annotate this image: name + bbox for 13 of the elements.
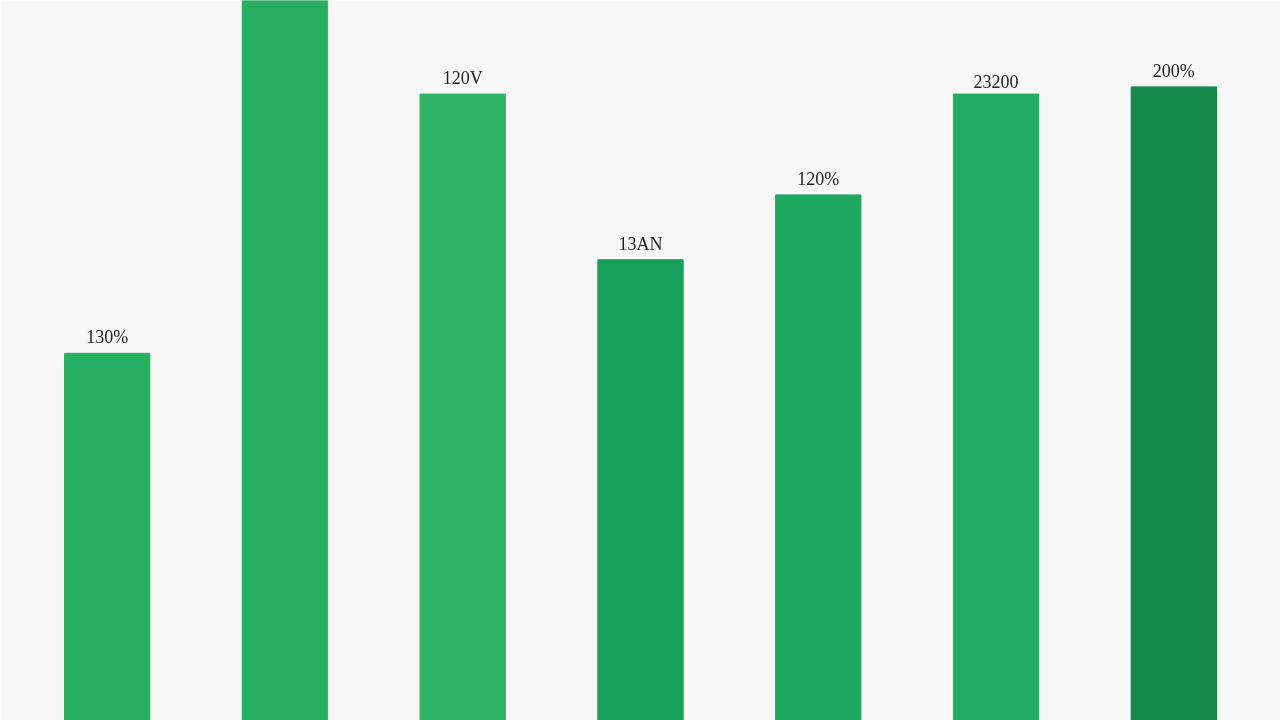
bar [775, 194, 862, 720]
bar [241, 0, 329, 720]
annotation: 120V [442, 68, 483, 89]
annotation: 120% [797, 168, 840, 189]
bar [419, 93, 506, 720]
bar [952, 93, 1040, 720]
annotation: 130% [86, 327, 129, 348]
bar [64, 352, 151, 720]
annotation: 13AN [618, 233, 663, 254]
annotation: 200% [1152, 60, 1195, 81]
bar [1130, 86, 1217, 720]
bar [597, 259, 684, 720]
annotation: 23200 [973, 72, 1019, 93]
